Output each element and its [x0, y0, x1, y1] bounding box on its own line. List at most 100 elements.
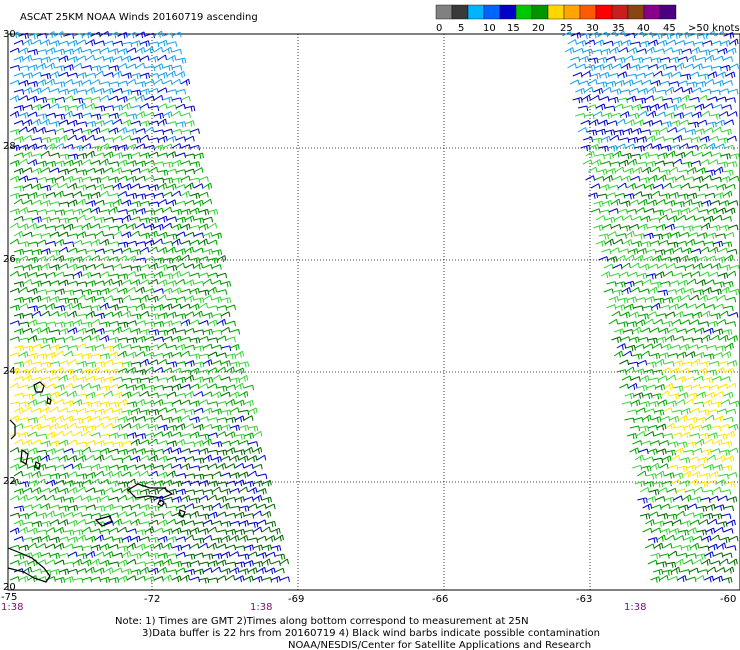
wind-barb — [184, 473, 196, 479]
wind-barb — [112, 230, 123, 237]
wind-barb — [661, 256, 672, 263]
wind-barb — [45, 448, 56, 455]
wind-barb — [184, 279, 195, 287]
wind-barb — [238, 505, 250, 512]
wind-barb — [18, 513, 30, 520]
wind-barb — [721, 216, 732, 222]
wind-barb — [247, 567, 258, 575]
wind-barb — [27, 352, 39, 360]
wind-barb — [184, 153, 196, 160]
wind-barb — [640, 215, 651, 223]
wind-barb — [632, 440, 643, 446]
wind-barb — [657, 487, 668, 493]
wind-barb — [112, 342, 123, 350]
wind-barb — [701, 423, 712, 431]
wind-barb — [67, 409, 79, 415]
wind-barb — [704, 464, 714, 471]
wind-barb — [247, 470, 257, 477]
wind-barb — [54, 65, 66, 72]
wind-barb — [180, 399, 191, 406]
wind-barb — [108, 543, 119, 550]
wind-barb — [216, 272, 228, 279]
wind-barb — [112, 279, 123, 287]
wind-barb — [31, 551, 42, 559]
wind-barb — [58, 55, 69, 63]
wind-barb — [265, 503, 276, 510]
wind-barb — [724, 231, 735, 238]
wind-barb — [689, 206, 699, 213]
wind-barb — [651, 527, 662, 533]
wind-barb — [117, 494, 128, 501]
wind-barb — [668, 81, 680, 87]
wind-barb — [729, 264, 740, 271]
wind-barb — [72, 336, 83, 343]
wind-barb — [130, 423, 141, 430]
wind-barb — [644, 318, 654, 325]
wind-barb — [76, 407, 87, 414]
wind-barb — [18, 560, 29, 567]
wind-barb — [67, 310, 77, 318]
wind-barb — [613, 129, 625, 136]
wind-barb — [682, 470, 692, 478]
wind-barb — [688, 344, 699, 350]
wind-barb — [166, 216, 177, 222]
wind-barb — [689, 185, 701, 192]
wind-barb — [45, 494, 55, 501]
wind-barb — [31, 407, 42, 414]
wind-barb — [144, 95, 155, 102]
wind-barb — [54, 255, 65, 263]
wind-barb — [723, 281, 734, 288]
wind-barb — [620, 311, 631, 319]
wind-barb — [31, 520, 43, 528]
wind-barb — [216, 305, 228, 311]
wind-barb — [688, 33, 699, 39]
wind-barb — [207, 272, 218, 279]
wind-barb — [135, 175, 146, 182]
wind-barb — [207, 305, 219, 311]
wind-barb — [635, 407, 646, 413]
wind-barb — [695, 81, 707, 88]
wind-barb — [58, 552, 70, 559]
wind-barb — [651, 416, 662, 423]
wind-barb — [648, 263, 659, 270]
wind-barb — [99, 576, 110, 584]
wind-barb — [81, 559, 92, 567]
wind-barb — [67, 153, 79, 160]
wind-barb — [144, 305, 156, 312]
wind-barb — [175, 88, 187, 95]
wind-barb — [211, 313, 223, 319]
wind-barb — [135, 222, 146, 229]
wind-barb — [653, 183, 664, 190]
wind-barb — [90, 544, 101, 551]
wind-barb — [634, 145, 645, 152]
wind-barb — [202, 182, 213, 190]
wind-barb — [40, 440, 51, 447]
wind-barb — [117, 80, 128, 87]
wind-barb — [94, 392, 105, 399]
wind-barb — [22, 439, 33, 447]
wind-barb — [27, 272, 38, 278]
wind-barb — [126, 528, 137, 534]
wind-barb — [606, 281, 617, 287]
wind-barb — [696, 529, 707, 536]
wind-barb — [117, 223, 128, 230]
wind-barb — [139, 423, 150, 429]
wind-barb — [157, 264, 168, 271]
wind-barb — [616, 30, 626, 37]
wind-barb — [645, 135, 656, 142]
wind-barb — [567, 39, 577, 45]
wind-barb — [54, 448, 65, 454]
wind-barb — [157, 407, 168, 413]
wind-barb — [27, 111, 38, 117]
wind-barb — [718, 495, 728, 501]
wind-barb — [22, 199, 33, 206]
wind-barb — [643, 343, 654, 349]
wind-barb — [665, 422, 675, 430]
wind-barb — [620, 336, 631, 342]
wind-barb — [22, 327, 33, 334]
wind-barb — [108, 127, 119, 135]
wind-barb — [162, 401, 174, 408]
wind-barb — [36, 160, 47, 168]
wind-barb — [695, 574, 705, 581]
wind-barb — [621, 62, 631, 70]
